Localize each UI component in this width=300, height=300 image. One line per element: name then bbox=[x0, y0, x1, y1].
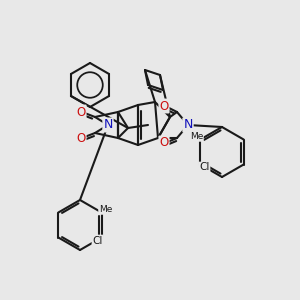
Text: Me: Me bbox=[190, 132, 203, 141]
Text: Cl: Cl bbox=[92, 236, 103, 245]
Text: O: O bbox=[159, 136, 169, 149]
Text: O: O bbox=[76, 106, 85, 118]
Text: N: N bbox=[103, 118, 113, 131]
Text: Me: Me bbox=[99, 205, 112, 214]
Text: O: O bbox=[159, 100, 169, 112]
Text: O: O bbox=[76, 131, 85, 145]
Text: Cl: Cl bbox=[199, 163, 209, 172]
Text: N: N bbox=[183, 118, 193, 131]
